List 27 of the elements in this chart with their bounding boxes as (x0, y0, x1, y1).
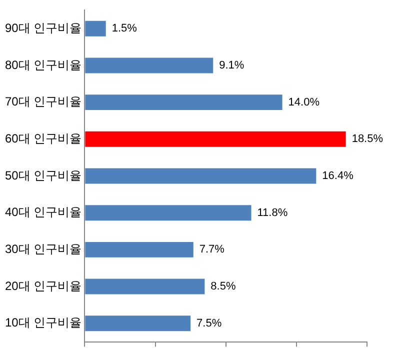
bar (85, 316, 191, 332)
bar (85, 168, 316, 184)
y-tick-label: 40대 인구비율 (4, 205, 82, 220)
y-tick-label: 20대 인구비율 (4, 278, 82, 293)
bar (85, 242, 194, 258)
data-label: 7.5% (196, 317, 222, 330)
bar (85, 58, 214, 74)
data-label: 11.8% (257, 206, 288, 219)
bar (85, 131, 346, 147)
y-tick-label: 70대 인구비율 (4, 94, 82, 109)
y-tick-label: 60대 인구비율 (4, 131, 82, 146)
data-label: 16.4% (322, 170, 354, 182)
bar (85, 20, 106, 36)
data-label: 1.5% (112, 22, 138, 35)
y-tick-label: 80대 인구비율 (4, 58, 82, 72)
y-tick-label: 10대 인구비율 (4, 316, 82, 330)
y-tick-label: 30대 인구비율 (4, 242, 82, 256)
data-label: 9.1% (219, 60, 244, 72)
y-tick-label: 50대 인구비율 (4, 168, 82, 182)
bar (85, 278, 205, 294)
data-label: 14.0% (288, 96, 320, 108)
data-label: 18.5% (352, 133, 384, 146)
data-label: 8.5% (210, 280, 236, 293)
data-label: 7.7% (199, 244, 225, 256)
bar (85, 205, 252, 221)
bar (85, 94, 282, 110)
y-tick-label: 90대 인구비율 (4, 20, 82, 35)
